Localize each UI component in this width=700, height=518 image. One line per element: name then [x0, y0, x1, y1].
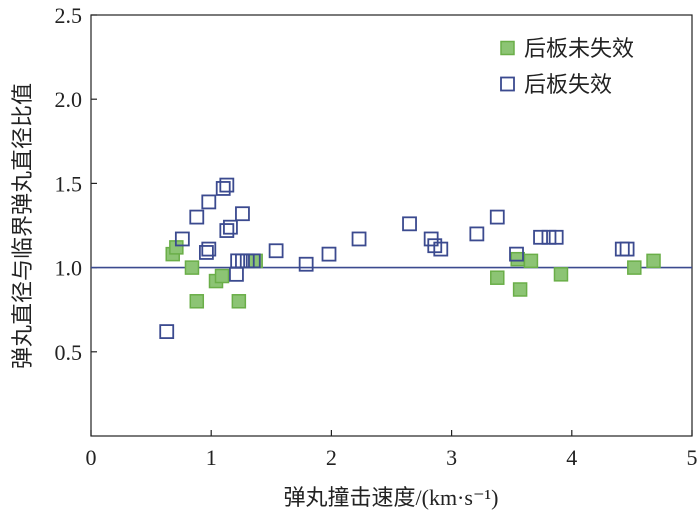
point-failed [298, 256, 314, 272]
legend-marker [500, 76, 515, 92]
point-failed [433, 241, 449, 257]
point-intact [512, 282, 528, 297]
point-failed [489, 209, 505, 225]
point-failed [614, 241, 630, 257]
point-intact [231, 294, 247, 309]
point-failed [174, 231, 190, 247]
point-intact [627, 260, 642, 275]
point-failed [509, 246, 524, 262]
point-failed [219, 223, 235, 238]
point-failed [548, 229, 564, 245]
point-intact [523, 253, 539, 269]
x-tick-label: 5 [687, 445, 698, 470]
y-tick-label: 1.5 [55, 171, 83, 196]
point-failed [230, 253, 246, 269]
y-axis-label: 弹丸直径与临界弹丸直径比值 [10, 83, 35, 369]
point-failed [223, 219, 238, 235]
point-failed [215, 181, 231, 196]
x-tick-label: 1 [206, 445, 217, 470]
point-intact [553, 267, 569, 282]
y-tick-label: 1.0 [55, 256, 83, 281]
legend-label: 后板失效 [524, 72, 612, 97]
point-failed [219, 177, 235, 193]
plot-frame [90, 14, 693, 437]
x-tick-label: 0 [86, 445, 97, 470]
point-failed [229, 266, 244, 282]
point-failed [321, 246, 337, 262]
point-failed [245, 253, 261, 269]
y-tick-label: 2.5 [55, 3, 83, 28]
point-failed [351, 231, 367, 247]
point-failed [619, 241, 635, 257]
x-tick-label: 3 [446, 445, 457, 470]
point-failed [533, 229, 548, 245]
point-failed [198, 245, 214, 260]
point-failed [235, 206, 250, 222]
point-failed [189, 209, 205, 225]
point-failed [159, 324, 175, 339]
y-tick-label: 2.0 [55, 87, 83, 112]
point-failed [469, 226, 485, 242]
x-tick-label: 4 [566, 445, 577, 470]
y-tick-label: 0.5 [55, 340, 83, 365]
point-intact [490, 270, 505, 285]
point-intact [646, 253, 661, 269]
point-intact [214, 268, 230, 284]
point-intact [184, 260, 200, 275]
legend-label: 后板未失效 [524, 36, 634, 61]
point-intact [189, 294, 205, 309]
point-failed [402, 216, 417, 232]
x-axis-label: 弹丸撞击速度/(km·s⁻¹) [284, 485, 499, 510]
point-failed [201, 241, 217, 257]
point-failed [268, 243, 284, 259]
legend-marker [500, 40, 515, 56]
point-failed [201, 194, 217, 210]
x-tick-label: 2 [326, 445, 337, 470]
